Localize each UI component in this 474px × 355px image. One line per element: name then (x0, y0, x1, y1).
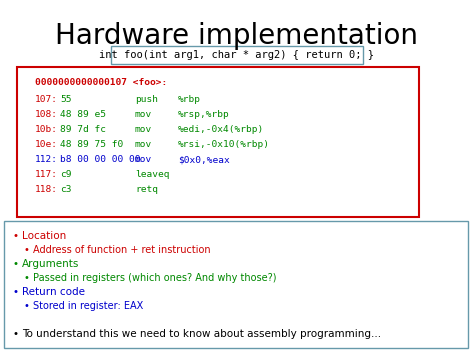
Text: %rsp,%rbp: %rsp,%rbp (178, 110, 230, 119)
Text: 0000000000000107 <foo>:: 0000000000000107 <foo>: (35, 78, 167, 87)
Text: Return code: Return code (22, 287, 85, 297)
Text: $0x0,%eax: $0x0,%eax (178, 155, 230, 164)
Text: retq: retq (135, 185, 158, 194)
Text: •: • (13, 329, 19, 339)
Text: c3: c3 (60, 185, 72, 194)
Text: •: • (13, 259, 19, 269)
Text: mov: mov (135, 125, 152, 134)
Text: Arguments: Arguments (22, 259, 79, 269)
Text: •: • (13, 287, 19, 297)
Text: 55: 55 (60, 95, 72, 104)
Text: 10e:: 10e: (35, 140, 58, 149)
Text: Address of function + ret instruction: Address of function + ret instruction (33, 245, 210, 255)
Text: int foo(int arg1, char * arg2) { return 0; }: int foo(int arg1, char * arg2) { return … (100, 50, 374, 60)
Text: Location: Location (22, 231, 66, 241)
Text: Hardware implementation: Hardware implementation (55, 22, 419, 50)
Text: %edi,-0x4(%rbp): %edi,-0x4(%rbp) (178, 125, 264, 134)
Text: %rsi,-0x10(%rbp): %rsi,-0x10(%rbp) (178, 140, 270, 149)
Text: •: • (24, 301, 30, 311)
Text: mov: mov (135, 155, 152, 164)
FancyBboxPatch shape (111, 46, 363, 64)
Text: leaveq: leaveq (135, 170, 170, 179)
Text: •: • (24, 273, 30, 283)
Text: 118:: 118: (35, 185, 58, 194)
FancyBboxPatch shape (4, 221, 468, 348)
Text: 89 7d fc: 89 7d fc (60, 125, 106, 134)
Text: 48 89 75 f0: 48 89 75 f0 (60, 140, 123, 149)
FancyBboxPatch shape (17, 67, 419, 217)
Text: mov: mov (135, 140, 152, 149)
Text: mov: mov (135, 110, 152, 119)
Text: 112:: 112: (35, 155, 58, 164)
Text: 108:: 108: (35, 110, 58, 119)
Text: Passed in registers (which ones? And why those?): Passed in registers (which ones? And why… (33, 273, 276, 283)
Text: To understand this we need to know about assembly programming...: To understand this we need to know about… (22, 329, 381, 339)
Text: •: • (24, 245, 30, 255)
Text: push: push (135, 95, 158, 104)
Text: 117:: 117: (35, 170, 58, 179)
Text: 48 89 e5: 48 89 e5 (60, 110, 106, 119)
Text: %rbp: %rbp (178, 95, 201, 104)
Text: Stored in register: EAX: Stored in register: EAX (33, 301, 143, 311)
Text: 107:: 107: (35, 95, 58, 104)
Text: b8 00 00 00 00: b8 00 00 00 00 (60, 155, 140, 164)
Text: •: • (13, 231, 19, 241)
Text: 10b:: 10b: (35, 125, 58, 134)
Text: c9: c9 (60, 170, 72, 179)
